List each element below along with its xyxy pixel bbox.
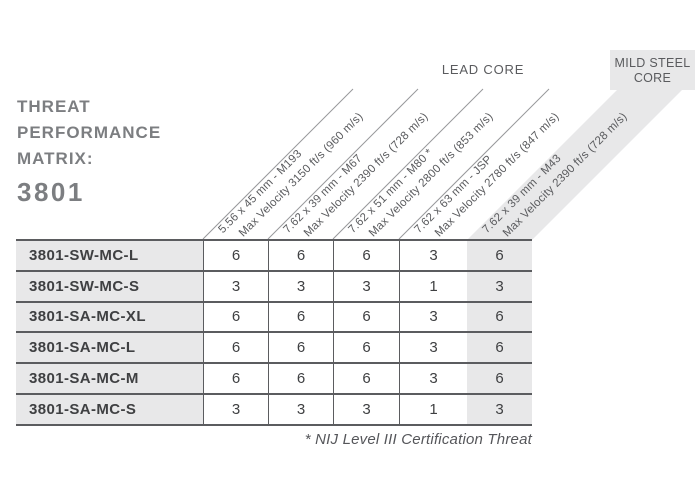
mild-steel-label-box: [610, 50, 695, 90]
value-cell: 6: [268, 302, 333, 334]
model-cell: 3801-SA-MC-M: [16, 364, 203, 395]
header-divider-line: [202, 88, 354, 240]
value-cell: 3: [333, 394, 399, 426]
page-title: THREAT PERFORMANCE MATRIX: 3801: [17, 94, 161, 208]
value-cell: 6: [268, 241, 333, 272]
header-divider-line: [398, 88, 550, 240]
value-cell: 3: [268, 271, 333, 303]
lead-core-group-label: LEAD CORE: [441, 62, 525, 77]
value-cell: 6: [333, 302, 399, 334]
value-cell: 3: [467, 271, 532, 303]
model-cell: 3801-SA-MC-L: [16, 333, 203, 365]
value-cell: 3: [399, 302, 467, 334]
value-cell: 3: [333, 271, 399, 303]
header-divider-line: [332, 88, 484, 240]
value-cell: 6: [203, 333, 268, 365]
value-cell: 6: [203, 364, 268, 395]
mild-steel-label-line2: CORE: [633, 71, 672, 85]
value-cell: 6: [467, 241, 532, 272]
threat-matrix-table: 3801-SW-MC-L 6 6 6 3 6 3801-SW-MC-S 3 3 …: [16, 239, 532, 426]
nij-certification-footnote: * NIJ Level III Certification Threat: [304, 431, 532, 448]
value-cell: 3: [399, 241, 467, 272]
value-cell: 6: [268, 333, 333, 365]
value-cell: 6: [268, 364, 333, 395]
value-cell: 6: [467, 333, 532, 365]
model-cell: 3801-SA-MC-S: [16, 394, 203, 426]
value-cell: 6: [333, 333, 399, 365]
value-cell: 1: [399, 394, 467, 426]
mild-steel-band: [467, 90, 682, 240]
value-cell: 6: [203, 241, 268, 272]
value-cell: 1: [399, 271, 467, 303]
title-line: THREAT: [17, 97, 91, 116]
value-cell: 3: [467, 394, 532, 426]
value-cell: 6: [333, 364, 399, 395]
header-divider-line: [267, 88, 419, 240]
value-cell: 6: [467, 364, 532, 395]
title-line: PERFORMANCE: [17, 123, 162, 142]
value-cell: 3: [268, 394, 333, 426]
value-cell: 6: [333, 241, 399, 272]
value-cell: 6: [203, 302, 268, 334]
model-cell: 3801-SW-MC-S: [16, 271, 203, 303]
model-number: 3801: [17, 177, 85, 207]
value-cell: 3: [203, 271, 268, 303]
mild-steel-label-line1: MILD STEEL: [614, 56, 691, 70]
mild-steel-group-label: MILD STEEL CORE: [610, 56, 695, 86]
model-cell: 3801-SA-MC-XL: [16, 302, 203, 334]
value-cell: 3: [399, 333, 467, 365]
model-cell: 3801-SW-MC-L: [16, 241, 203, 272]
value-cell: 3: [399, 364, 467, 395]
value-cell: 3: [203, 394, 268, 426]
title-line: MATRIX:: [17, 149, 94, 168]
value-cell: 6: [467, 302, 532, 334]
